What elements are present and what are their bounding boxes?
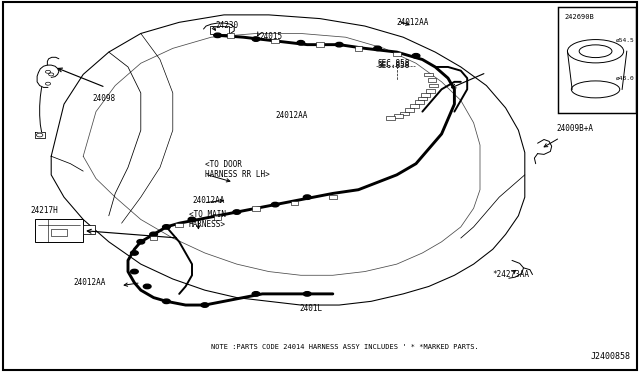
Bar: [252, 206, 260, 211]
Text: <TO MAIN
HARNESS>: <TO MAIN HARNESS>: [189, 210, 226, 229]
Circle shape: [131, 269, 138, 274]
Bar: [426, 89, 435, 93]
Circle shape: [36, 133, 43, 137]
Bar: [410, 104, 419, 108]
Text: 24098: 24098: [93, 94, 116, 103]
Text: 24230: 24230: [216, 21, 239, 30]
Text: ø54.5: ø54.5: [616, 38, 635, 43]
Bar: [329, 195, 337, 199]
Text: J2400858: J2400858: [590, 352, 630, 361]
Text: 242690B: 242690B: [564, 14, 594, 20]
Circle shape: [45, 70, 51, 73]
Text: ø48.0: ø48.0: [616, 76, 635, 81]
Bar: [400, 112, 409, 115]
Text: 24009B+A: 24009B+A: [557, 124, 594, 133]
Circle shape: [335, 42, 343, 47]
Circle shape: [412, 54, 420, 58]
Circle shape: [252, 292, 260, 296]
Bar: [51, 229, 67, 236]
Bar: [421, 93, 430, 97]
Text: 2401L: 2401L: [300, 304, 323, 312]
Circle shape: [297, 41, 305, 45]
Circle shape: [188, 217, 196, 222]
Bar: [393, 52, 401, 56]
Text: 24012AA: 24012AA: [74, 278, 106, 287]
Circle shape: [252, 37, 260, 41]
Bar: [355, 46, 362, 51]
Bar: [214, 215, 221, 220]
Ellipse shape: [568, 39, 623, 63]
Circle shape: [303, 292, 311, 296]
Text: 24012AA: 24012AA: [397, 18, 429, 27]
Bar: [418, 97, 427, 100]
Text: 24015: 24015: [259, 32, 282, 41]
Bar: [150, 236, 157, 240]
Text: *24273AA: *24273AA: [493, 270, 530, 279]
Text: 24012AA: 24012AA: [192, 196, 225, 205]
Circle shape: [137, 240, 145, 244]
Bar: [424, 73, 433, 76]
Bar: [428, 78, 436, 82]
Bar: [415, 100, 424, 104]
Bar: [175, 223, 183, 227]
Text: NOTE :PARTS CODE 24014 HARNESS ASSY INCLUDES ' * *MARKED PARTS.: NOTE :PARTS CODE 24014 HARNESS ASSY INCL…: [211, 344, 479, 350]
Circle shape: [303, 195, 311, 199]
Bar: [271, 39, 279, 43]
Text: SEC.858: SEC.858: [378, 61, 410, 70]
Bar: [210, 26, 229, 34]
Ellipse shape: [572, 81, 620, 98]
Bar: [429, 84, 438, 87]
Circle shape: [143, 284, 151, 289]
Circle shape: [233, 210, 241, 214]
Circle shape: [45, 82, 51, 85]
Bar: [227, 33, 234, 38]
Bar: [394, 114, 403, 118]
Circle shape: [150, 232, 157, 237]
Circle shape: [49, 73, 54, 76]
Ellipse shape: [579, 45, 612, 58]
Bar: [405, 108, 414, 112]
Text: 24217H: 24217H: [31, 206, 58, 215]
Circle shape: [163, 299, 170, 304]
Circle shape: [131, 251, 138, 255]
Bar: [83, 225, 95, 234]
Bar: [316, 42, 324, 47]
Text: <TO DOOR
HARNESS RR LH>: <TO DOOR HARNESS RR LH>: [205, 160, 269, 179]
Circle shape: [201, 303, 209, 307]
Bar: [558, 7, 636, 113]
Circle shape: [214, 33, 221, 38]
Text: 24012AA: 24012AA: [275, 111, 308, 120]
Bar: [386, 116, 395, 120]
Text: SEC.858: SEC.858: [378, 59, 410, 68]
Circle shape: [271, 202, 279, 207]
Bar: [291, 201, 298, 205]
Circle shape: [163, 225, 170, 229]
Circle shape: [374, 46, 381, 51]
Bar: [35, 219, 83, 242]
